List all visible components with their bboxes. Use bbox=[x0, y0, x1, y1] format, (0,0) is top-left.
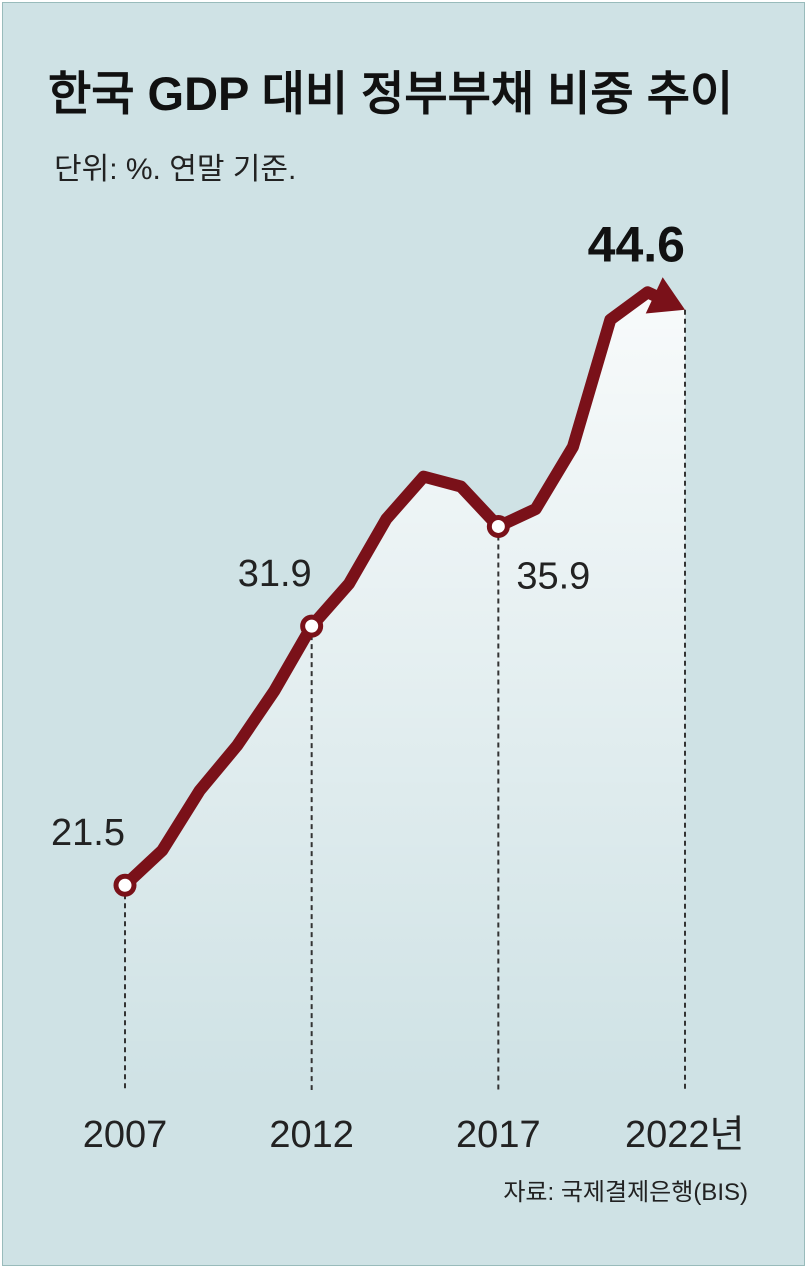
x-tick-label: 2017 bbox=[456, 1114, 541, 1156]
area bbox=[125, 292, 685, 1091]
data-point bbox=[113, 873, 137, 897]
x-tick-label: 2012 bbox=[269, 1114, 354, 1156]
header: 한국 GDP 대비 정부부채 비중 추이 단위: %. 연말 기준. bbox=[48, 62, 768, 207]
x-tick-label: 2007 bbox=[83, 1114, 168, 1156]
data-label: 35.9 bbox=[516, 555, 590, 597]
chart-title: 한국 GDP 대비 정부부채 비중 추이 bbox=[48, 67, 734, 120]
arrow-head bbox=[645, 277, 685, 314]
source: 자료: 국제결제은행(BIS) bbox=[503, 1179, 748, 1206]
data-point bbox=[300, 614, 324, 638]
data-label: 21.5 bbox=[51, 812, 125, 854]
data-label: 31.9 bbox=[238, 553, 312, 595]
x-tick-label: 2022년 bbox=[625, 1114, 745, 1156]
subtitle: 단위: %. 연말 기준. bbox=[54, 153, 297, 186]
data-line bbox=[119, 286, 670, 892]
data-label: 44.6 bbox=[588, 217, 685, 273]
data-point bbox=[486, 514, 510, 538]
